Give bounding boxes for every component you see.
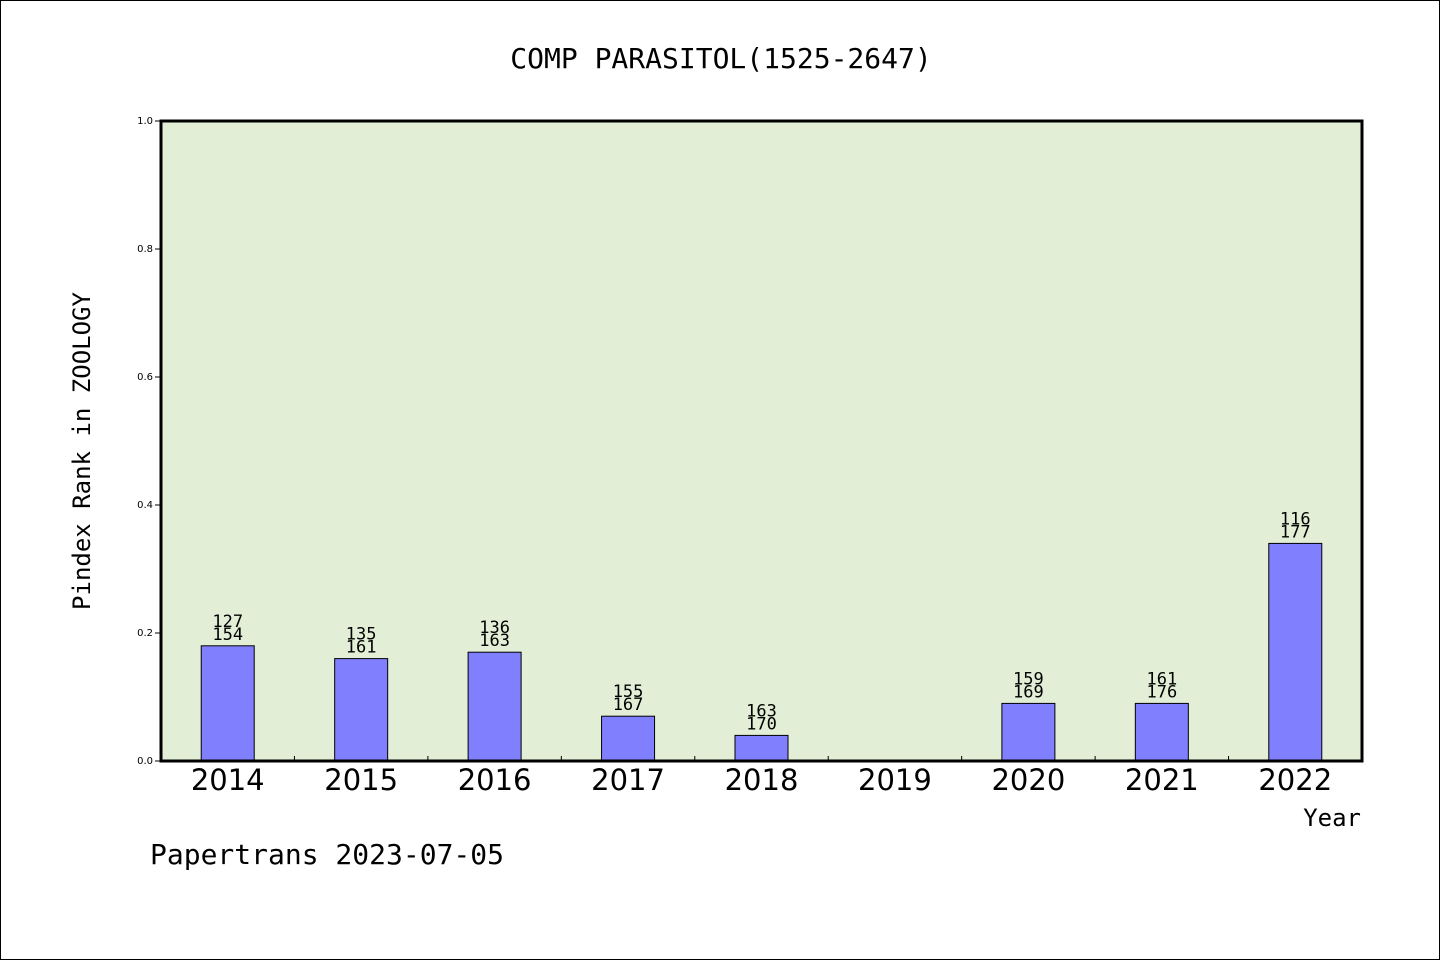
- x-tick-label: 2015: [324, 763, 398, 797]
- y-tick-label: 0.4: [137, 500, 153, 511]
- bar-label-bottom: 169: [1013, 682, 1044, 702]
- bar: [601, 715, 656, 762]
- x-tick-label: 2014: [191, 763, 265, 797]
- y-tick-label: 0.0: [137, 756, 153, 767]
- x-tick-label: 2018: [725, 763, 799, 797]
- bar-label-bottom: 163: [479, 631, 510, 651]
- bar: [200, 645, 255, 762]
- bars-layer: [200, 542, 1323, 762]
- bar-label-top: 159: [1013, 669, 1044, 689]
- bar-label-top: 116: [1280, 509, 1311, 529]
- y-tick-label: 0.6: [137, 372, 153, 383]
- bar-label-bottom: 161: [346, 638, 377, 658]
- bar: [1001, 702, 1056, 762]
- y-axis: 0.0 0.2 0.4 0.6 0.8 1.0: [137, 116, 161, 767]
- bar-label-top: 135: [346, 625, 377, 645]
- bar: [1268, 542, 1323, 762]
- x-tick-label: 2020: [991, 763, 1065, 797]
- bar: [467, 651, 522, 762]
- plot-border: [159, 119, 1364, 763]
- bar-label-bottom: 154: [212, 625, 243, 645]
- bar-label-top: 155: [613, 682, 644, 702]
- bar-label-bottom: 167: [613, 695, 644, 715]
- bar: [334, 658, 389, 762]
- plot-area: [161, 121, 1362, 761]
- bar-label-top: 136: [479, 618, 510, 638]
- bar: [734, 734, 789, 762]
- x-axis: 2014 2015 2016 2017 2018 2019 2020 2021 2022: [191, 756, 1332, 797]
- x-tick-label: 2016: [458, 763, 532, 797]
- x-tick-label: 2019: [858, 763, 932, 797]
- x-tick-label: 2022: [1258, 763, 1332, 797]
- y-tick-label: 0.8: [137, 244, 153, 255]
- bar-label-top: 127: [212, 612, 243, 632]
- y-tick-label: 0.2: [137, 628, 153, 639]
- bar-label-top: 161: [1146, 669, 1177, 689]
- chart-title: COMP PARASITOL(1525-2647): [510, 42, 931, 75]
- y-tick-label: 1.0: [137, 116, 153, 127]
- x-axis-label: Year: [1303, 804, 1361, 832]
- bar-label-bottom: 170: [746, 714, 777, 734]
- bar-label-bottom: 177: [1280, 522, 1311, 542]
- x-tick-label: 2021: [1125, 763, 1199, 797]
- x-tick-label: 2017: [591, 763, 665, 797]
- bar: [1134, 702, 1189, 762]
- bar-label-bottom: 176: [1146, 682, 1177, 702]
- y-axis-label: Pindex Rank in ZOOLOGY: [68, 292, 96, 610]
- bar-label-top: 163: [746, 701, 777, 721]
- footer-credit: Papertrans 2023-07-05: [150, 838, 504, 871]
